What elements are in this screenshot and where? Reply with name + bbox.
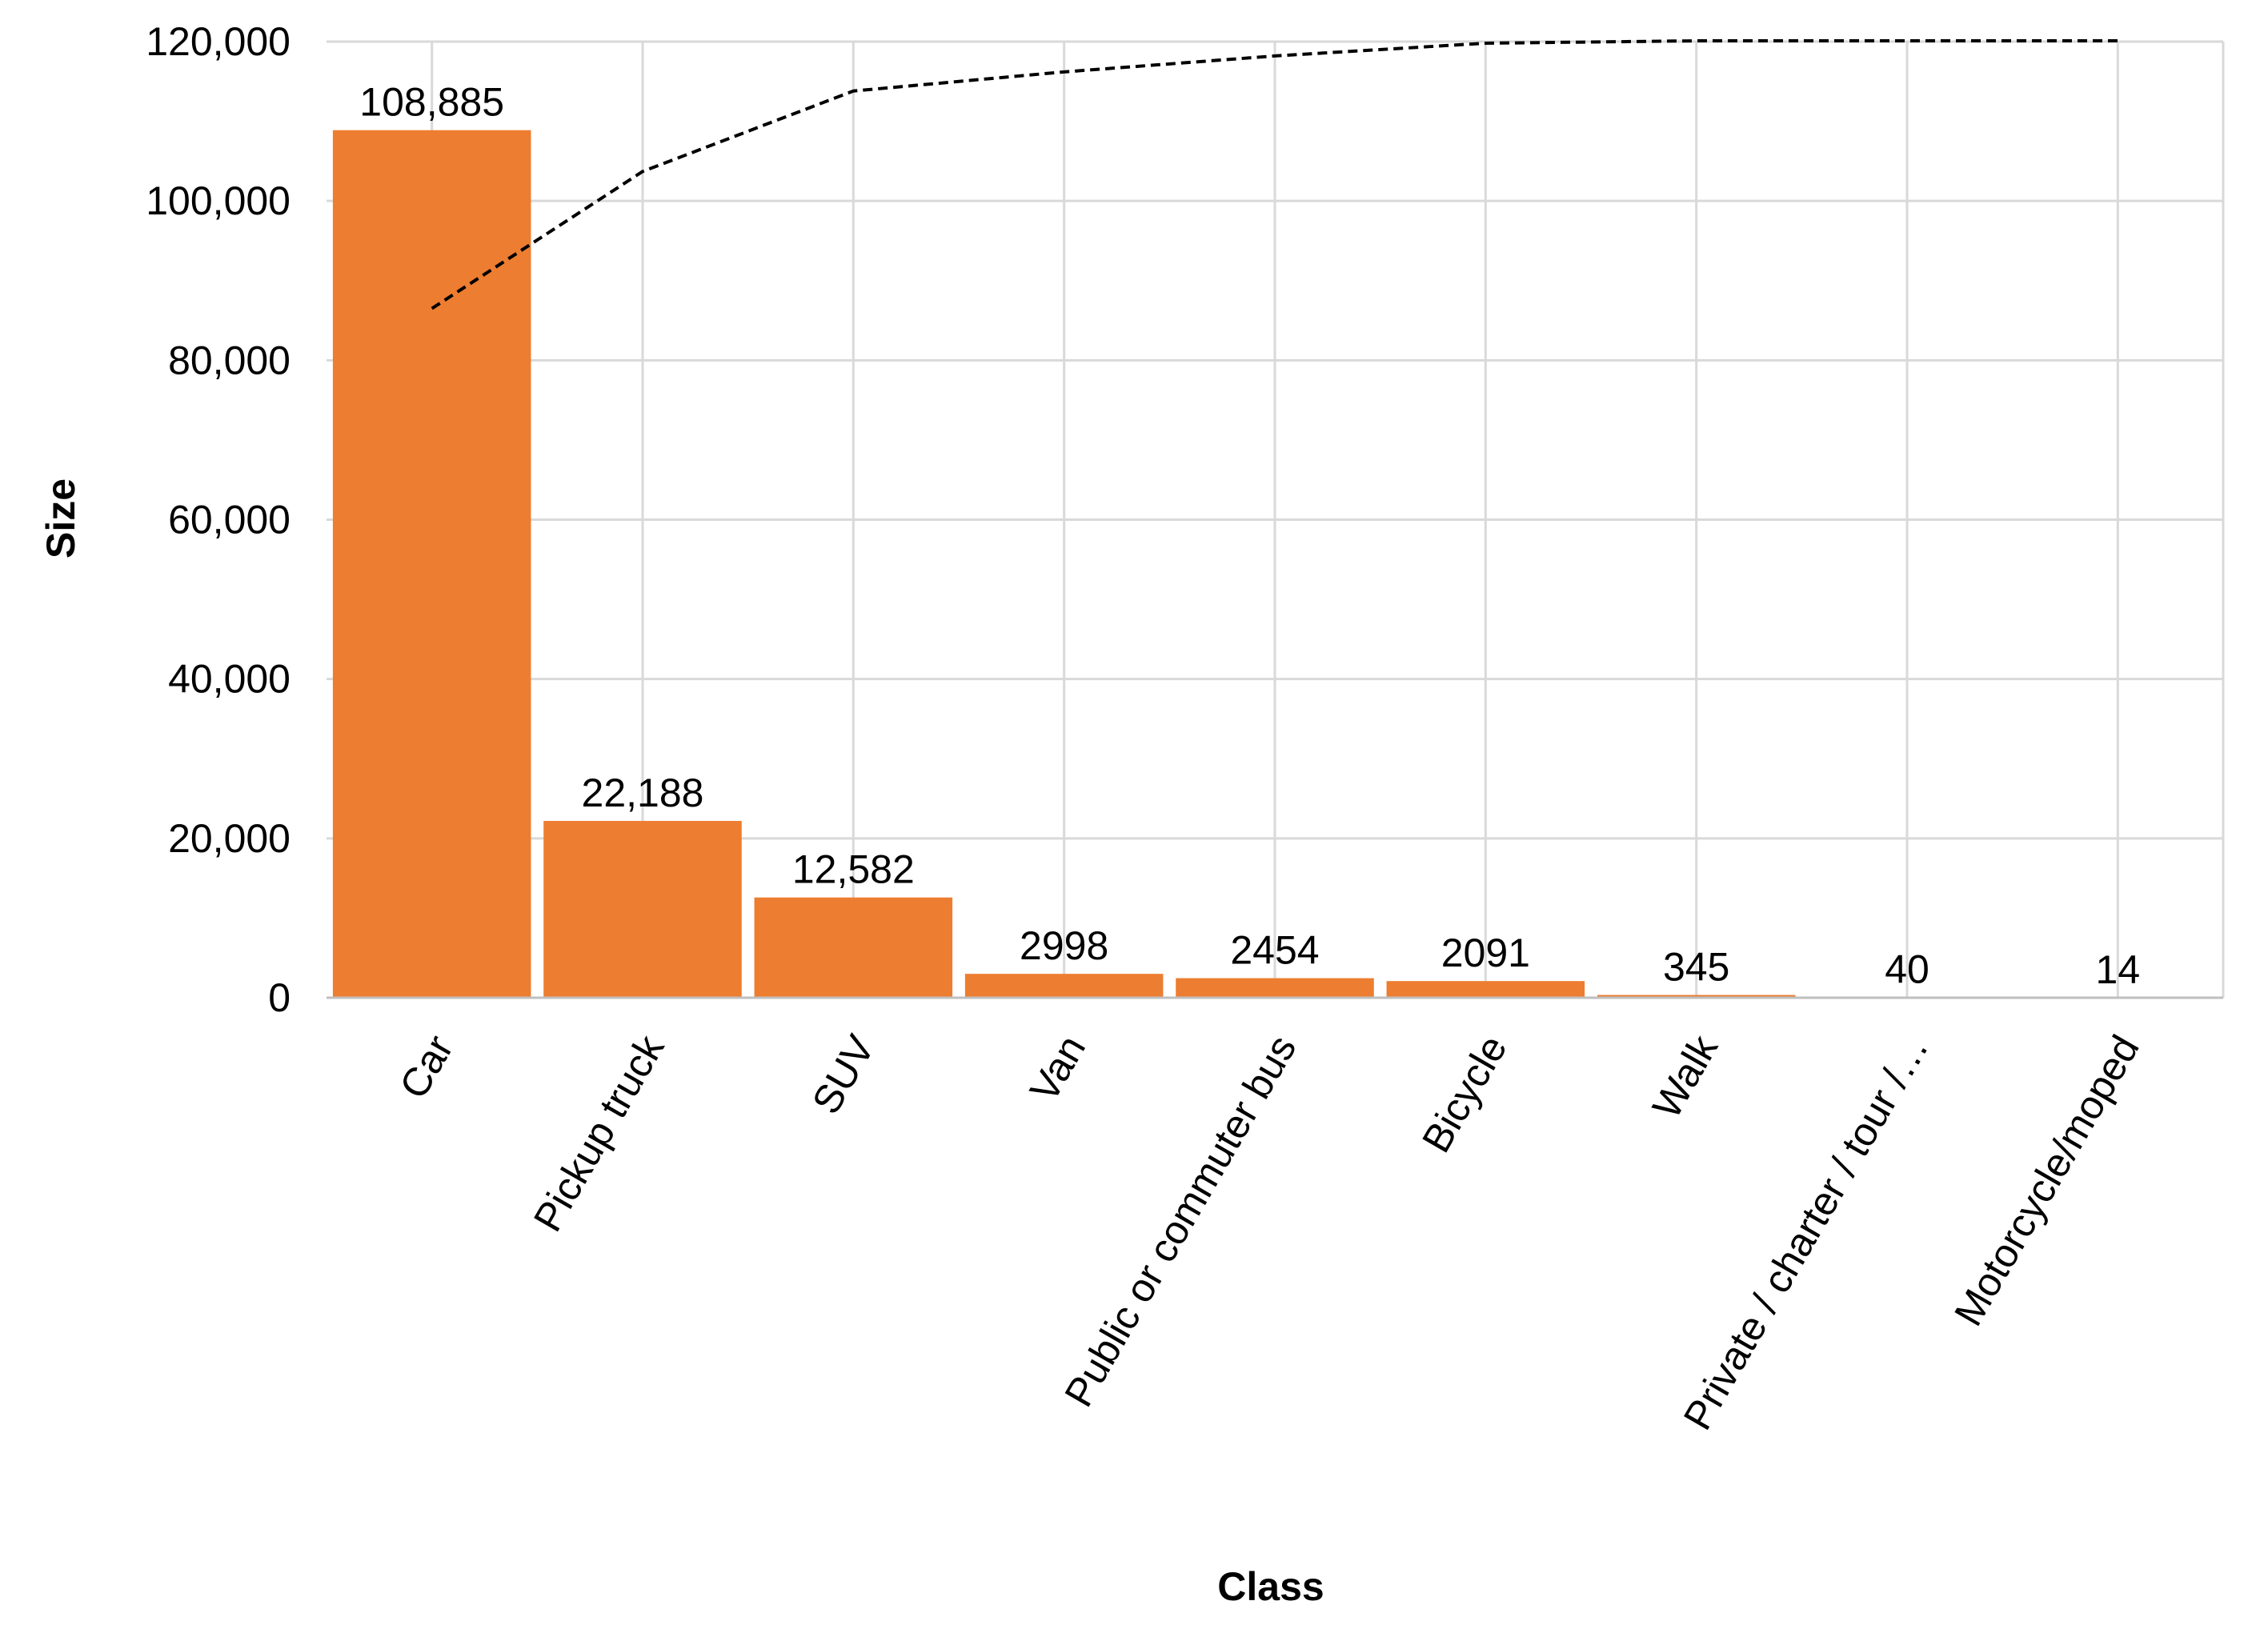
y-tick-label: 20,000 [168, 816, 291, 861]
bar-data-label: 14 [2096, 947, 2141, 992]
y-axis-title: Size [38, 478, 83, 558]
bar-data-label: 2998 [1020, 923, 1108, 968]
bar-data-label: 40 [1885, 947, 1929, 992]
bar [754, 897, 953, 998]
bar-data-label: 12,582 [792, 847, 915, 892]
bar [1386, 981, 1585, 998]
x-tick-label: Private / charter / tour /… [1675, 1028, 1937, 1438]
y-tick-label: 80,000 [168, 338, 291, 382]
x-tick-label: Public or commuter bus [1056, 1028, 1304, 1415]
y-tick-label: 0 [268, 975, 291, 1020]
bar-data-label: 22,188 [582, 770, 704, 815]
bar [543, 821, 742, 998]
bar-data-label: 2091 [1441, 931, 1530, 975]
bar [964, 974, 1164, 998]
bar [332, 130, 531, 998]
vertical-gridlines [431, 42, 2225, 998]
bar-data-label: 345 [1663, 945, 1729, 990]
bar-data-label: 2454 [1230, 928, 1319, 973]
x-tick-label: Pickup truck [525, 1027, 673, 1239]
bar-series [332, 130, 2218, 998]
y-axis-tick-labels: 0 20,000 40,000 60,000 80,000 100,000 120,000 [146, 19, 291, 1020]
x-tick-label: SUV [803, 1027, 884, 1122]
x-tick-label: Bicycle [1413, 1028, 1516, 1160]
x-axis-title: Class [1217, 1564, 1324, 1609]
cumulative-line [431, 39, 2118, 310]
bar [1176, 978, 1374, 998]
bar [1597, 995, 1796, 998]
y-tick-label: 100,000 [146, 178, 291, 223]
y-tick-label: 120,000 [146, 19, 291, 64]
bar-data-labels: 108,885 22,188 12,582 2998 2454 2091 345 40 14 [359, 80, 2140, 992]
x-tick-label: Van [1021, 1028, 1094, 1110]
cumulative-line-series [431, 39, 2118, 310]
y-tick-label: 60,000 [168, 498, 291, 542]
x-tick-label: Motorcycle/moped [1945, 1028, 2148, 1334]
x-tick-label: Car [391, 1028, 462, 1107]
x-tick-label: Walk [1644, 1027, 1727, 1126]
y-tick-label: 40,000 [168, 657, 291, 702]
bar-data-label: 108,885 [359, 80, 504, 125]
